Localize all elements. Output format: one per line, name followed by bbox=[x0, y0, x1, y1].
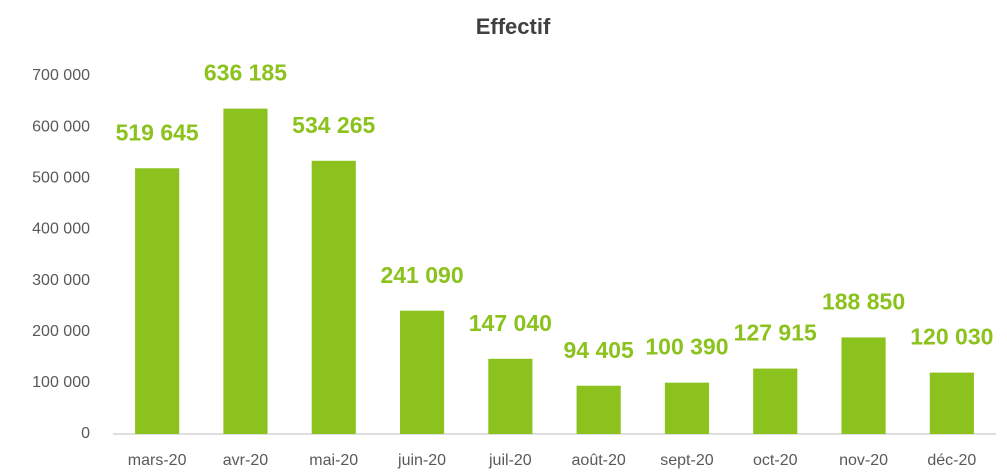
bar bbox=[841, 337, 886, 434]
x-tick-label: sept-20 bbox=[660, 452, 713, 469]
y-tick-label: 600 000 bbox=[32, 118, 90, 135]
value-label: 519 645 bbox=[116, 119, 199, 145]
x-tick-label: juil-20 bbox=[488, 452, 532, 469]
value-label: 147 040 bbox=[469, 310, 552, 336]
bar bbox=[576, 385, 621, 434]
value-label: 120 030 bbox=[910, 324, 993, 350]
y-tick-label: 300 000 bbox=[32, 272, 90, 289]
y-tick-label: 700 000 bbox=[32, 67, 90, 84]
y-tick-label: 100 000 bbox=[32, 374, 90, 391]
value-label: 241 090 bbox=[380, 262, 463, 288]
bar bbox=[311, 160, 356, 435]
y-tick-label: 400 000 bbox=[32, 221, 90, 238]
value-label: 188 850 bbox=[822, 288, 905, 314]
x-tick-label: déc-20 bbox=[927, 452, 976, 469]
value-label: 127 915 bbox=[734, 320, 817, 346]
y-tick-label: 200 000 bbox=[32, 323, 90, 340]
y-tick-label: 0 bbox=[81, 425, 90, 442]
x-tick-label: avr-20 bbox=[223, 452, 268, 469]
x-tick-label: mars-20 bbox=[128, 452, 187, 469]
bar bbox=[664, 382, 710, 434]
y-tick-label: 500 000 bbox=[32, 170, 90, 187]
x-tick-label: mai-20 bbox=[309, 452, 358, 469]
value-label: 534 265 bbox=[292, 112, 375, 138]
bar bbox=[488, 358, 533, 434]
value-label: 636 185 bbox=[204, 60, 287, 86]
bar bbox=[753, 368, 798, 434]
x-tick-label: juin-20 bbox=[397, 452, 446, 469]
chart-title: Effectif bbox=[476, 14, 551, 39]
value-label: 94 405 bbox=[563, 337, 634, 363]
x-tick-label: oct-20 bbox=[753, 452, 798, 469]
value-label: 100 390 bbox=[645, 334, 728, 360]
bar bbox=[135, 168, 180, 434]
bar bbox=[223, 108, 268, 435]
x-tick-label: nov-20 bbox=[839, 452, 888, 469]
bar bbox=[929, 372, 974, 434]
bar bbox=[399, 310, 445, 434]
x-tick-label: août-20 bbox=[572, 452, 626, 469]
